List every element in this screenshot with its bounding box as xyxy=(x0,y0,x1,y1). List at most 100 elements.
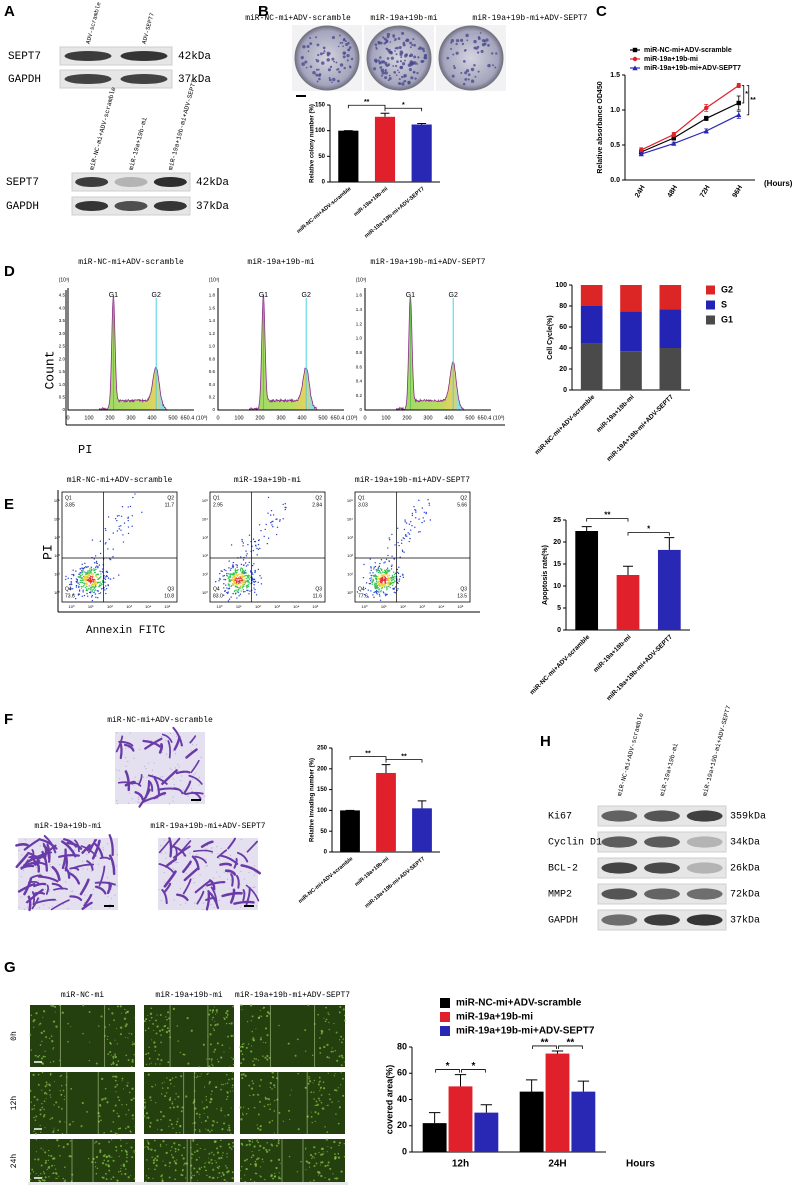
pore xyxy=(20,875,22,878)
colony xyxy=(479,32,482,34)
bar xyxy=(659,309,682,348)
event-dot xyxy=(90,568,92,570)
event-dot xyxy=(254,571,256,574)
event-dot xyxy=(88,574,91,576)
event-dot xyxy=(405,522,408,524)
cell-dot xyxy=(114,1039,116,1041)
cell-dot xyxy=(304,1029,307,1032)
size-label: 359kDa xyxy=(730,811,766,823)
event-dot xyxy=(89,582,92,584)
cell-dot xyxy=(177,1095,180,1098)
pore xyxy=(49,864,51,866)
cell-dot xyxy=(172,1007,176,1011)
colony xyxy=(460,71,463,75)
cell-dot xyxy=(33,1026,35,1028)
cell-dot xyxy=(233,1034,235,1037)
event-dot xyxy=(381,579,384,582)
cell-dot xyxy=(62,1145,65,1149)
peak-label: G2 xyxy=(152,292,161,299)
cell xyxy=(172,726,183,747)
pore xyxy=(255,872,257,874)
pore xyxy=(165,857,167,859)
pore xyxy=(240,906,242,908)
cell-dot xyxy=(155,1159,159,1162)
event-dot xyxy=(246,553,248,555)
cell-dot xyxy=(223,1017,225,1019)
event-dot xyxy=(242,583,245,586)
cell-dot xyxy=(320,1174,323,1178)
colony xyxy=(322,52,325,55)
axis-label: Annexin FITC xyxy=(86,625,166,637)
pore xyxy=(106,876,109,879)
pore xyxy=(210,904,212,906)
cell-dot xyxy=(125,1153,128,1156)
cell-dot xyxy=(326,1151,328,1153)
event-dot xyxy=(389,569,391,572)
event-dot xyxy=(404,521,406,523)
cell-dot xyxy=(44,1055,46,1058)
cell xyxy=(194,855,207,864)
colony xyxy=(464,78,468,81)
cell-dot xyxy=(203,1112,205,1114)
event-dot xyxy=(222,575,224,577)
cell-dot xyxy=(203,1107,206,1110)
cell-dot xyxy=(332,1050,334,1053)
bar xyxy=(412,808,432,852)
colony xyxy=(495,52,498,55)
cell-dot xyxy=(152,1159,156,1162)
cell xyxy=(94,881,116,886)
cell-dot xyxy=(198,1156,200,1158)
event-dot xyxy=(252,538,255,540)
pore xyxy=(255,905,258,907)
error-bar xyxy=(454,1074,467,1087)
cell-dot xyxy=(196,1076,198,1079)
cell-dot xyxy=(147,1141,150,1144)
cell xyxy=(158,743,164,754)
cell-dot xyxy=(110,1139,113,1141)
pore xyxy=(64,881,67,883)
event-dot xyxy=(80,574,82,577)
event-dot xyxy=(254,588,256,591)
error-bar xyxy=(417,800,427,809)
event-dot xyxy=(228,598,231,600)
cell-dot xyxy=(159,1110,163,1113)
pore xyxy=(211,847,213,849)
event-dot xyxy=(384,581,387,584)
pore xyxy=(82,868,84,870)
event-dot xyxy=(88,580,90,582)
cell-dot xyxy=(343,1014,346,1016)
event-dot xyxy=(384,584,386,586)
cell-dot xyxy=(241,1053,244,1056)
event-dot xyxy=(379,562,381,565)
cell-dot xyxy=(116,1083,119,1086)
cell-dot xyxy=(313,1091,315,1093)
cell-dot xyxy=(208,1080,212,1084)
cell-dot xyxy=(232,1063,235,1066)
cell-dot xyxy=(46,1083,48,1086)
cell-dot xyxy=(67,1022,69,1025)
event-dot xyxy=(257,543,260,546)
event-dot xyxy=(233,583,235,585)
cell-dot xyxy=(59,1090,61,1092)
cell-dot xyxy=(272,1177,275,1180)
histogram-y-tick: 1.4 xyxy=(356,307,363,312)
cell-dot xyxy=(154,1149,157,1152)
colony xyxy=(481,39,486,43)
pore xyxy=(43,904,45,906)
pore xyxy=(194,772,197,774)
cell-dot xyxy=(318,1081,320,1083)
colony xyxy=(346,53,350,58)
flow-frame xyxy=(354,491,471,603)
legend-label: miR-NC-mi+ADV-scramble xyxy=(644,47,732,54)
event-dot xyxy=(233,581,235,583)
cell-dot xyxy=(229,1047,231,1049)
cell-dot xyxy=(165,1144,167,1146)
event-dot xyxy=(379,582,381,585)
colony xyxy=(420,60,423,63)
event-dot xyxy=(116,530,119,532)
colony xyxy=(344,52,347,55)
cell-dot xyxy=(246,1021,249,1023)
colony xyxy=(381,71,385,75)
colony xyxy=(465,69,470,73)
cell-dot xyxy=(214,1023,217,1027)
